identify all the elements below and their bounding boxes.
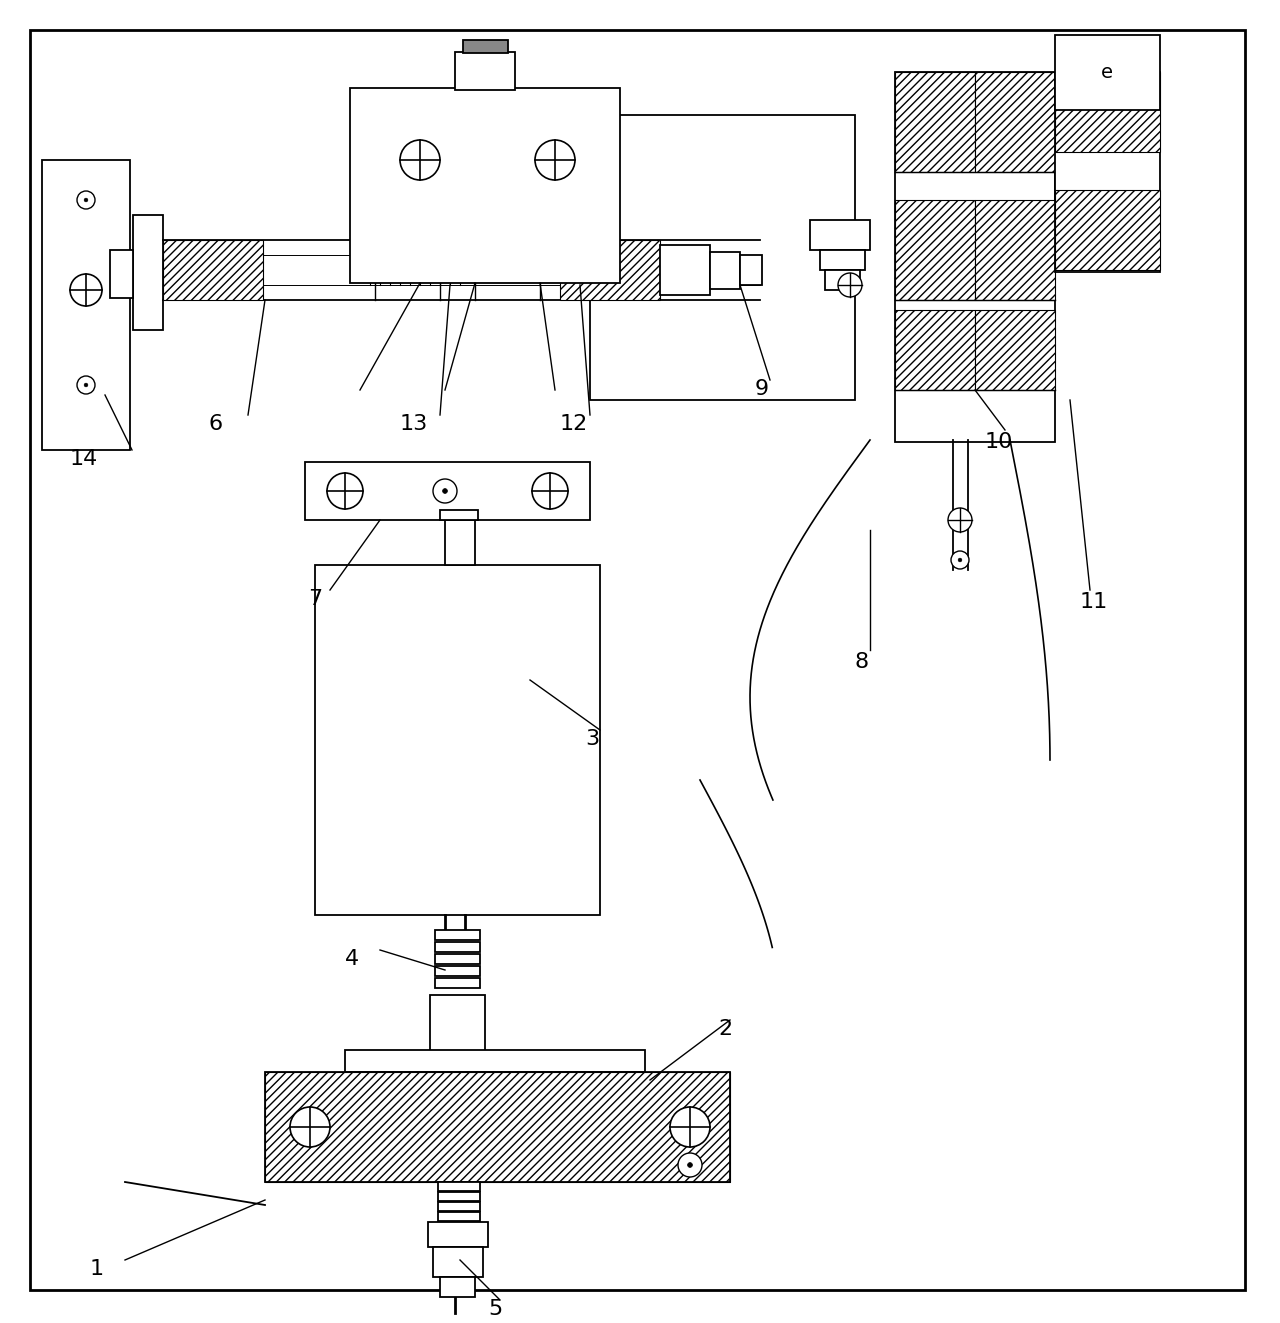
Bar (435, 930, 480, 941)
Bar (435, 942, 480, 953)
Bar (110, 250, 133, 298)
Bar (438, 1212, 480, 1221)
Circle shape (838, 273, 861, 296)
Circle shape (687, 1163, 692, 1167)
Text: 8: 8 (855, 652, 869, 672)
Bar (438, 1203, 480, 1211)
Circle shape (291, 1107, 330, 1147)
Bar (590, 115, 855, 400)
Bar (975, 310, 1055, 390)
Circle shape (326, 474, 364, 509)
Bar (826, 270, 860, 290)
Text: 12: 12 (561, 414, 589, 434)
Text: 13: 13 (399, 414, 429, 434)
Bar (440, 1277, 475, 1297)
Bar (440, 509, 477, 520)
Circle shape (678, 1154, 701, 1177)
Bar (430, 995, 485, 1054)
Circle shape (84, 384, 88, 386)
Bar (810, 220, 870, 250)
Bar (895, 71, 1055, 442)
Text: 9: 9 (755, 378, 769, 400)
Text: 14: 14 (70, 448, 99, 468)
Bar (895, 200, 975, 300)
Bar (820, 250, 865, 270)
Circle shape (669, 1107, 710, 1147)
Bar (975, 200, 1055, 300)
Text: 5: 5 (488, 1299, 502, 1319)
Bar (265, 1072, 730, 1181)
Bar (660, 245, 710, 295)
Bar (1055, 71, 1160, 273)
Text: 2: 2 (718, 1019, 732, 1039)
Bar (463, 40, 508, 53)
Bar (42, 160, 131, 450)
Bar (315, 565, 600, 916)
Bar (445, 520, 475, 565)
Bar (133, 216, 163, 329)
Bar (428, 1222, 488, 1248)
Circle shape (70, 274, 102, 306)
Circle shape (399, 140, 440, 180)
Text: 6: 6 (207, 414, 223, 434)
Circle shape (959, 558, 961, 562)
Bar (438, 1181, 480, 1191)
Bar (346, 1050, 645, 1072)
Bar (1055, 71, 1160, 152)
Circle shape (443, 488, 448, 493)
Bar (435, 954, 480, 964)
Bar (433, 1248, 483, 1277)
Circle shape (951, 550, 969, 569)
Bar (561, 239, 660, 300)
Text: 1: 1 (90, 1259, 104, 1279)
Text: 3: 3 (585, 729, 599, 749)
Bar (349, 89, 620, 283)
Bar (740, 255, 762, 284)
Bar (163, 239, 262, 300)
Circle shape (532, 474, 568, 509)
Circle shape (84, 198, 88, 202)
Bar (1055, 191, 1160, 270)
Bar (435, 966, 480, 976)
Bar (975, 71, 1055, 172)
Circle shape (535, 140, 575, 180)
Bar (895, 310, 975, 390)
Bar (1055, 34, 1160, 110)
Bar (710, 251, 740, 288)
Bar (454, 52, 515, 90)
Text: 10: 10 (986, 433, 1014, 452)
Bar (265, 1072, 730, 1181)
Bar (895, 71, 975, 172)
Circle shape (948, 508, 972, 532)
Text: 7: 7 (308, 589, 323, 609)
Text: 4: 4 (346, 949, 360, 968)
Bar (438, 1192, 480, 1201)
Text: e: e (1101, 62, 1114, 82)
Bar (305, 462, 590, 520)
Circle shape (433, 479, 457, 503)
Circle shape (77, 376, 95, 394)
Bar (435, 978, 480, 988)
Text: 11: 11 (1080, 591, 1108, 613)
Circle shape (77, 191, 95, 209)
